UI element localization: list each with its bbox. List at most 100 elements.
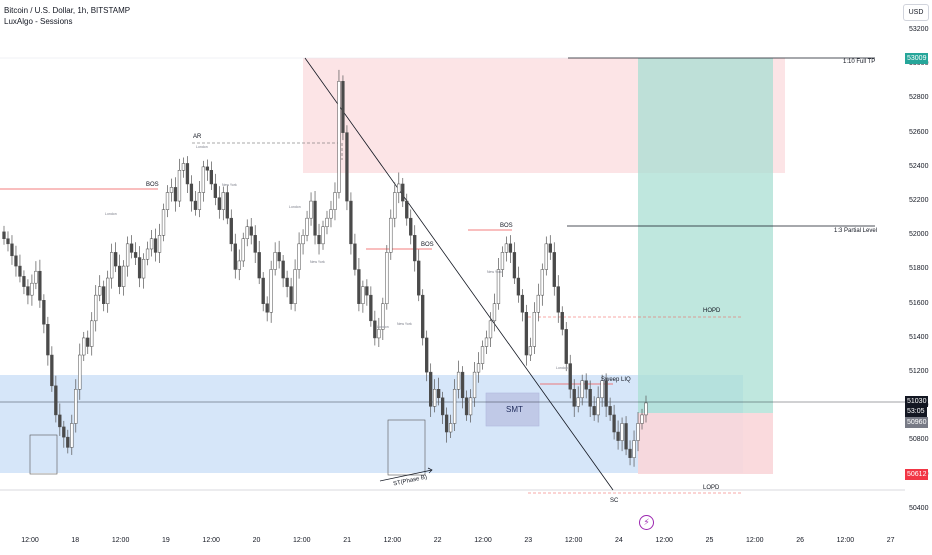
candle-body [133,252,138,258]
candle-body [185,163,190,185]
candle-body [393,192,397,219]
entry-price-badge: 50960 [905,417,929,428]
candle-body [82,337,86,356]
candle-body [193,200,198,210]
price-tick-label: 51800 [909,265,929,273]
smt-box [485,392,540,427]
candle-body [157,235,162,253]
candle-body [249,226,253,236]
candle-body [405,200,409,219]
candle-body [361,286,365,304]
candle-body [552,252,556,287]
candle-body [145,248,150,260]
candle-body [110,252,114,279]
bos-left-label: BOS [146,182,159,188]
candle-body [221,192,225,210]
currency-button[interactable]: USD [903,4,929,21]
candle-body [297,243,301,270]
time-tick-label: 12:00 [293,537,311,544]
candle-body [261,277,265,304]
candle-body [341,81,345,133]
price-tick-label: 52400 [909,162,929,170]
candle-body [305,217,309,236]
lopd-label: LOPD [703,485,720,491]
time-tick-label: 24 [614,537,623,544]
price-tick-label: 51200 [909,368,929,375]
candle-body [165,192,170,210]
time-tick-label: 26 [796,537,804,544]
candle-body [476,363,481,373]
candle-body [576,397,580,407]
indicator-label[interactable]: LuxAlgo - Sessions [4,17,73,26]
candle-body [429,371,433,407]
st-arrow [379,469,433,482]
candle-body [417,260,421,296]
candle-body [528,346,533,356]
time-tick-label: 18 [71,537,80,544]
candle-body [197,192,202,210]
candle-body [520,294,525,313]
candle-body [301,235,305,245]
time-tick-label: 12:00 [836,537,855,544]
time-tick-label: 12:00 [202,537,220,544]
candle-body [6,238,10,245]
candle-body [592,406,596,416]
candle-body [86,337,90,347]
lightning-icon[interactable]: ⚡ [639,515,654,530]
trend-line[interactable] [304,57,614,491]
st-arrow-head [427,467,433,474]
time-tick-label: 12:00 [746,537,764,544]
candle-body [233,243,237,270]
candle-body [205,166,210,171]
session-label: New York [310,260,325,264]
price-tick-label: 50800 [909,436,929,444]
candle-body [129,243,134,253]
candle-body [468,397,473,416]
candle-body [173,187,178,202]
symbol-title[interactable]: Bitcoin / U.S. Dollar, 1h, BITSTAMP [4,6,131,15]
candle-body [504,243,509,253]
candle-body [624,423,628,450]
candle-body [18,265,22,277]
candle-body [556,286,560,313]
time-tick-label: 27 [886,537,895,544]
price-tick-label: 53200 [909,26,929,33]
candle-body [436,389,441,399]
sweep-liq-label: Sweep LIQ [601,377,631,383]
candle-body [277,252,281,262]
countdown-badge: 53:05 [905,406,927,417]
price-tick-label: 52800 [909,94,929,102]
candles-layer [2,69,648,467]
candle-body [30,282,34,296]
candle-body [58,414,62,428]
ar-label: AR [193,134,202,140]
session-label: London [196,145,208,149]
candle-body [345,132,349,202]
target-price-badge: 53009 [905,53,929,64]
candle-body [548,243,552,253]
candle-body [309,200,313,219]
candle-body [225,192,229,219]
time-tick-label: 12:00 [564,537,583,544]
candle-body [257,252,261,279]
candle-body [189,183,194,202]
hopd-label: HOPD [703,308,721,314]
session-label: London [105,212,117,216]
candle-body [117,265,122,287]
candle-body [568,363,572,390]
candle-body [22,276,26,287]
session-label: London [289,205,301,209]
price-tick-label: 52000 [909,231,929,239]
candle-body [508,243,513,253]
candle-body [560,312,564,330]
candle-body [365,286,369,296]
candle-body [333,192,337,210]
time-tick-label: 20 [252,537,261,544]
candle-body [153,238,158,253]
stop-zone [638,413,773,474]
price-tick-label: 52600 [909,128,929,136]
candle-body [114,252,118,267]
candle-body [448,423,453,433]
